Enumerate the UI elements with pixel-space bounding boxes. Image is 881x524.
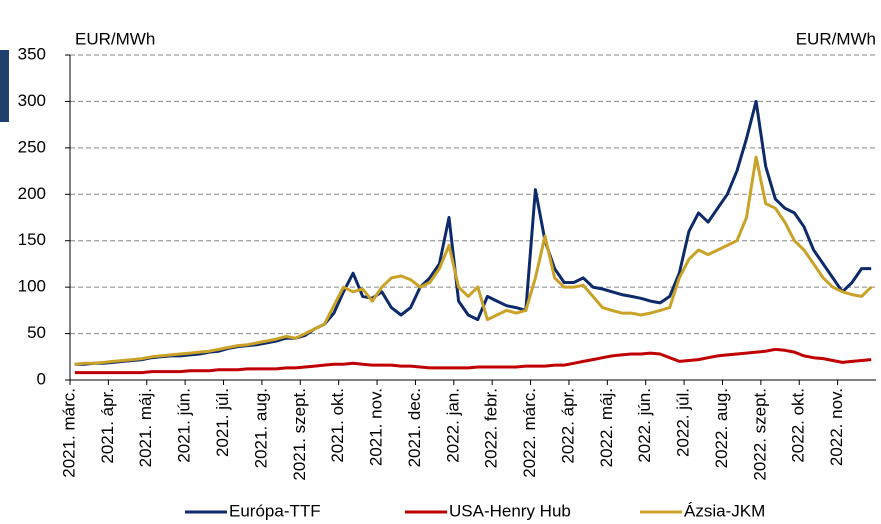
y-tick-label: 150: [18, 230, 46, 249]
x-tick-label: 2021. jún.: [175, 388, 194, 463]
legend-label: Európa-TTF: [229, 501, 321, 520]
x-tick-label: 2021. szept.: [290, 388, 309, 481]
side-bar: [0, 50, 9, 122]
x-tick-label: 2022. aug.: [712, 388, 731, 468]
y2-axis-label: EUR/MWh: [796, 29, 876, 48]
x-tick-label: 2022. júl.: [674, 388, 693, 457]
x-tick-label: 2021. aug.: [251, 388, 270, 468]
x-tick-label: 2021. okt.: [328, 388, 347, 463]
y-tick-label: 50: [27, 323, 46, 342]
x-tick-label: 2022. ápr.: [558, 388, 577, 464]
y-tick-label: 350: [18, 44, 46, 63]
x-tick-label: 2022. jan.: [443, 388, 462, 463]
x-tick-label: 2022. jún.: [635, 388, 654, 463]
y-tick-label: 100: [18, 277, 46, 296]
y-axis-label: EUR/MWh: [75, 29, 155, 48]
x-tick-label: 2022. máj.: [597, 388, 616, 467]
series-line: [74, 347, 872, 375]
y-tick-label: 300: [18, 91, 46, 110]
x-tick-label: 2022. szept.: [750, 388, 769, 481]
x-tick-label: 2021. ápr.: [98, 388, 117, 464]
y-tick-label: 250: [18, 137, 46, 156]
x-tick-label: 2022. okt.: [789, 388, 808, 463]
x-tick-label: 2022. nov.: [827, 388, 846, 466]
x-tick-label: 2021. dec.: [405, 388, 424, 467]
x-tick-label: 2022. márc.: [520, 388, 539, 478]
x-tick-label: 2021. máj.: [136, 388, 155, 467]
series-line: [74, 155, 873, 366]
series-line: [74, 99, 872, 366]
x-tick-label: 2021. júl.: [213, 388, 232, 457]
x-tick-label: 2021. nov.: [367, 388, 386, 466]
legend-label: USA-Henry Hub: [449, 501, 571, 520]
y-tick-label: 0: [37, 369, 46, 388]
x-tick-label: 2021. márc.: [59, 388, 78, 478]
y-tick-label: 200: [18, 184, 46, 203]
legend-label: Ázsia-JKM: [684, 501, 765, 520]
x-tick-label: 2022. febr.: [482, 388, 501, 468]
